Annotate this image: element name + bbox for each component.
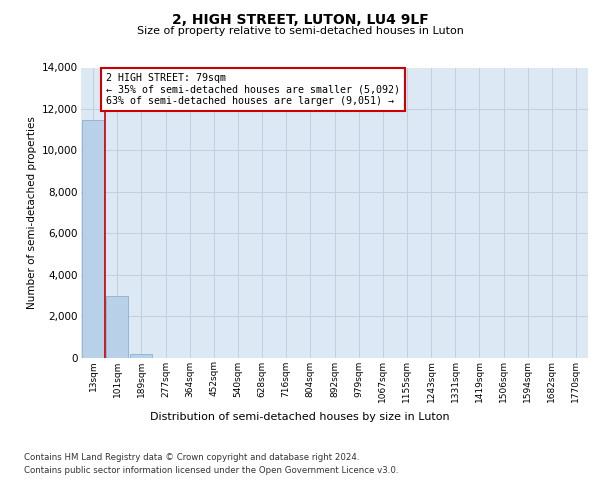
Y-axis label: Number of semi-detached properties: Number of semi-detached properties xyxy=(26,116,37,309)
Bar xyxy=(106,296,128,358)
Text: Distribution of semi-detached houses by size in Luton: Distribution of semi-detached houses by … xyxy=(150,412,450,422)
Text: Contains public sector information licensed under the Open Government Licence v3: Contains public sector information licen… xyxy=(24,466,398,475)
Text: 2, HIGH STREET, LUTON, LU4 9LF: 2, HIGH STREET, LUTON, LU4 9LF xyxy=(172,12,428,26)
Bar xyxy=(130,354,152,358)
Text: Contains HM Land Registry data © Crown copyright and database right 2024.: Contains HM Land Registry data © Crown c… xyxy=(24,452,359,462)
Bar xyxy=(82,120,104,358)
Text: Size of property relative to semi-detached houses in Luton: Size of property relative to semi-detach… xyxy=(137,26,463,36)
Text: 2 HIGH STREET: 79sqm
← 35% of semi-detached houses are smaller (5,092)
63% of se: 2 HIGH STREET: 79sqm ← 35% of semi-detac… xyxy=(106,72,400,106)
